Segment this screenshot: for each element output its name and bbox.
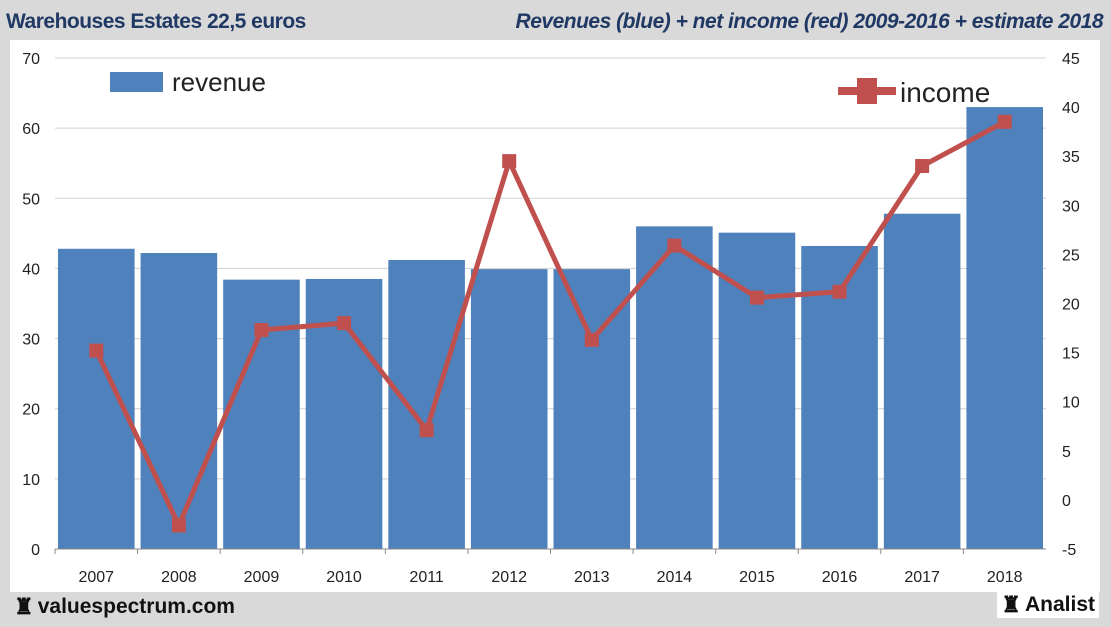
y-left-tick-label: 50 [22, 191, 40, 208]
bar-2013 [553, 269, 631, 549]
bar-2009 [223, 279, 300, 549]
y-left-tick-label: 40 [22, 261, 40, 278]
brand-right: ♜ Analist [997, 592, 1099, 618]
income-point-2008 [171, 518, 186, 533]
x-tick-label: 2017 [904, 569, 940, 586]
x-tick-label: 2013 [574, 569, 610, 586]
x-tick-label: 2012 [491, 569, 527, 586]
income-point-2014 [667, 238, 682, 253]
y-right-tick-label: 40 [1062, 100, 1080, 117]
x-tick-label: 2014 [657, 569, 693, 586]
bar-2008 [140, 252, 218, 550]
income-point-2010 [337, 316, 352, 331]
income-point-2017 [915, 159, 930, 174]
income-point-2013 [584, 332, 599, 347]
income-point-2011 [419, 423, 434, 438]
bar-2018 [966, 107, 1043, 549]
legend-revenue-swatch [110, 72, 163, 92]
y-right-tick-label: 30 [1062, 198, 1080, 215]
legend-income-marker [857, 78, 877, 104]
brand-left: ♜ valuespectrum.com [14, 594, 235, 620]
x-tick-label: 2009 [244, 569, 280, 586]
bar-2011 [388, 260, 465, 549]
y-right-tick-label: 20 [1062, 297, 1080, 314]
bar-2012 [470, 269, 548, 549]
y-right-tick-label: 15 [1062, 346, 1080, 363]
legend-income-label: income [900, 77, 990, 108]
x-tick-label: 2011 [409, 569, 444, 586]
chess-rook-icon: ♜ [1001, 592, 1021, 617]
income-point-2009 [254, 323, 269, 338]
x-tick-label: 2007 [78, 569, 114, 586]
y-left-tick-label: 20 [22, 402, 40, 419]
x-tick-label: 2008 [161, 569, 197, 586]
y-left-tick-label: 30 [22, 332, 40, 349]
y-right-tick-label: 45 [1062, 51, 1080, 68]
x-tick-label: 2015 [739, 569, 775, 586]
x-tick-label: 2018 [987, 569, 1023, 586]
brand-right-text: Analist [1024, 593, 1095, 616]
income-line [94, 119, 1006, 532]
bar-2017 [883, 213, 961, 549]
income-point-2015 [749, 290, 764, 305]
y-right-tick-label: 35 [1062, 149, 1080, 166]
y-right-tick-label: 5 [1062, 444, 1071, 461]
y-left-tick-label: 60 [22, 121, 40, 138]
brand-left-text: valuespectrum.com [37, 595, 235, 618]
chart-title: Warehouses Estates 22,5 euros [6, 10, 306, 33]
income-point-2007 [89, 343, 104, 358]
chess-rook-icon: ♜ [14, 594, 34, 619]
y-right-tick-label: 10 [1062, 395, 1080, 412]
income-point-2016 [832, 284, 847, 299]
chart-subtitle: Revenues (blue) + net income (red) 2009-… [515, 10, 1104, 33]
y-left-tick-label: 0 [31, 542, 40, 559]
bar-2015 [718, 232, 796, 550]
x-tick-label: 2016 [822, 569, 858, 586]
income-point-2018 [997, 114, 1012, 129]
y-left-tick-label: 70 [22, 51, 40, 68]
bar-2007 [58, 248, 135, 549]
x-tick-label: 2010 [326, 569, 362, 586]
y-right-tick-label: 25 [1062, 247, 1080, 264]
y-right-tick-label: 0 [1062, 493, 1071, 510]
y-left-tick-label: 10 [22, 472, 40, 489]
legend-revenue-label: revenue [172, 67, 266, 97]
bar-2014 [636, 226, 713, 550]
income-point-2012 [502, 154, 517, 169]
y-right-tick-label: -5 [1062, 542, 1076, 559]
